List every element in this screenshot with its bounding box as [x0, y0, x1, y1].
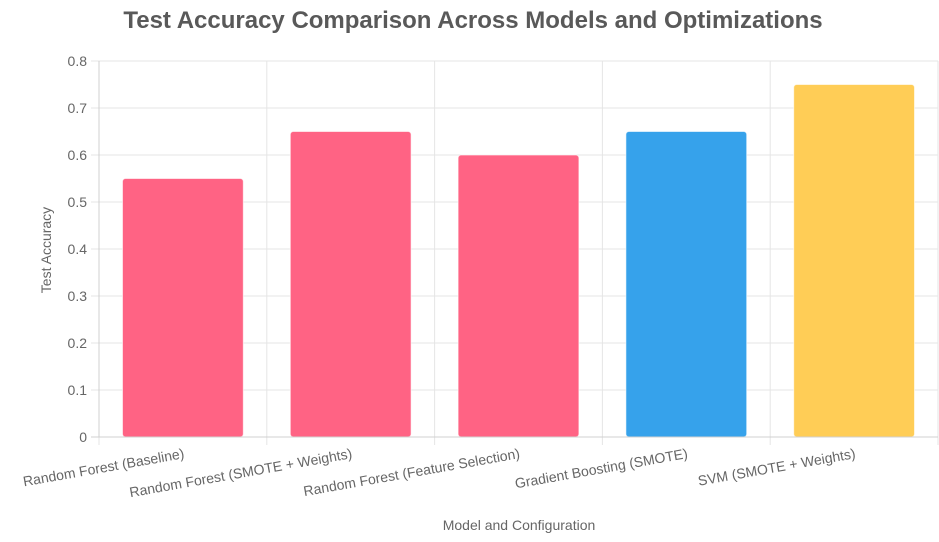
bars: [121, 84, 916, 438]
y-axis-label: Test Accuracy: [38, 207, 54, 293]
y-tick-label: 0.6: [68, 147, 88, 163]
bar[interactable]: [121, 178, 244, 438]
y-tick-label: 0.8: [68, 53, 88, 69]
axes: [91, 61, 938, 438]
x-axis-label: Model and Configuration: [443, 517, 596, 533]
y-tick-label: 0.2: [68, 335, 88, 351]
x-tick-label: Gradient Boosting (SMOTE): [514, 445, 689, 491]
bar[interactable]: [457, 154, 580, 438]
bar[interactable]: [793, 84, 916, 438]
y-tick-label: 0: [79, 429, 87, 445]
y-tick-labels: 0 0.1 0.2 0.3 0.4 0.5 0.6 0.7 0.8: [68, 53, 88, 445]
y-tick-label: 0.5: [68, 194, 88, 210]
bar[interactable]: [625, 131, 748, 438]
y-tick-label: 0.3: [68, 288, 88, 304]
x-tick-label: SVM (SMOTE + Weights): [697, 445, 857, 488]
chart-title: Test Accuracy Comparison Across Models a…: [123, 7, 822, 34]
bar[interactable]: [289, 131, 412, 438]
x-tick-labels: Random Forest (Baseline)Random Forest (S…: [22, 445, 857, 500]
y-tick-label: 0.7: [68, 100, 88, 116]
y-tick-label: 0.1: [68, 382, 88, 398]
y-tick-label: 0.4: [68, 241, 88, 257]
